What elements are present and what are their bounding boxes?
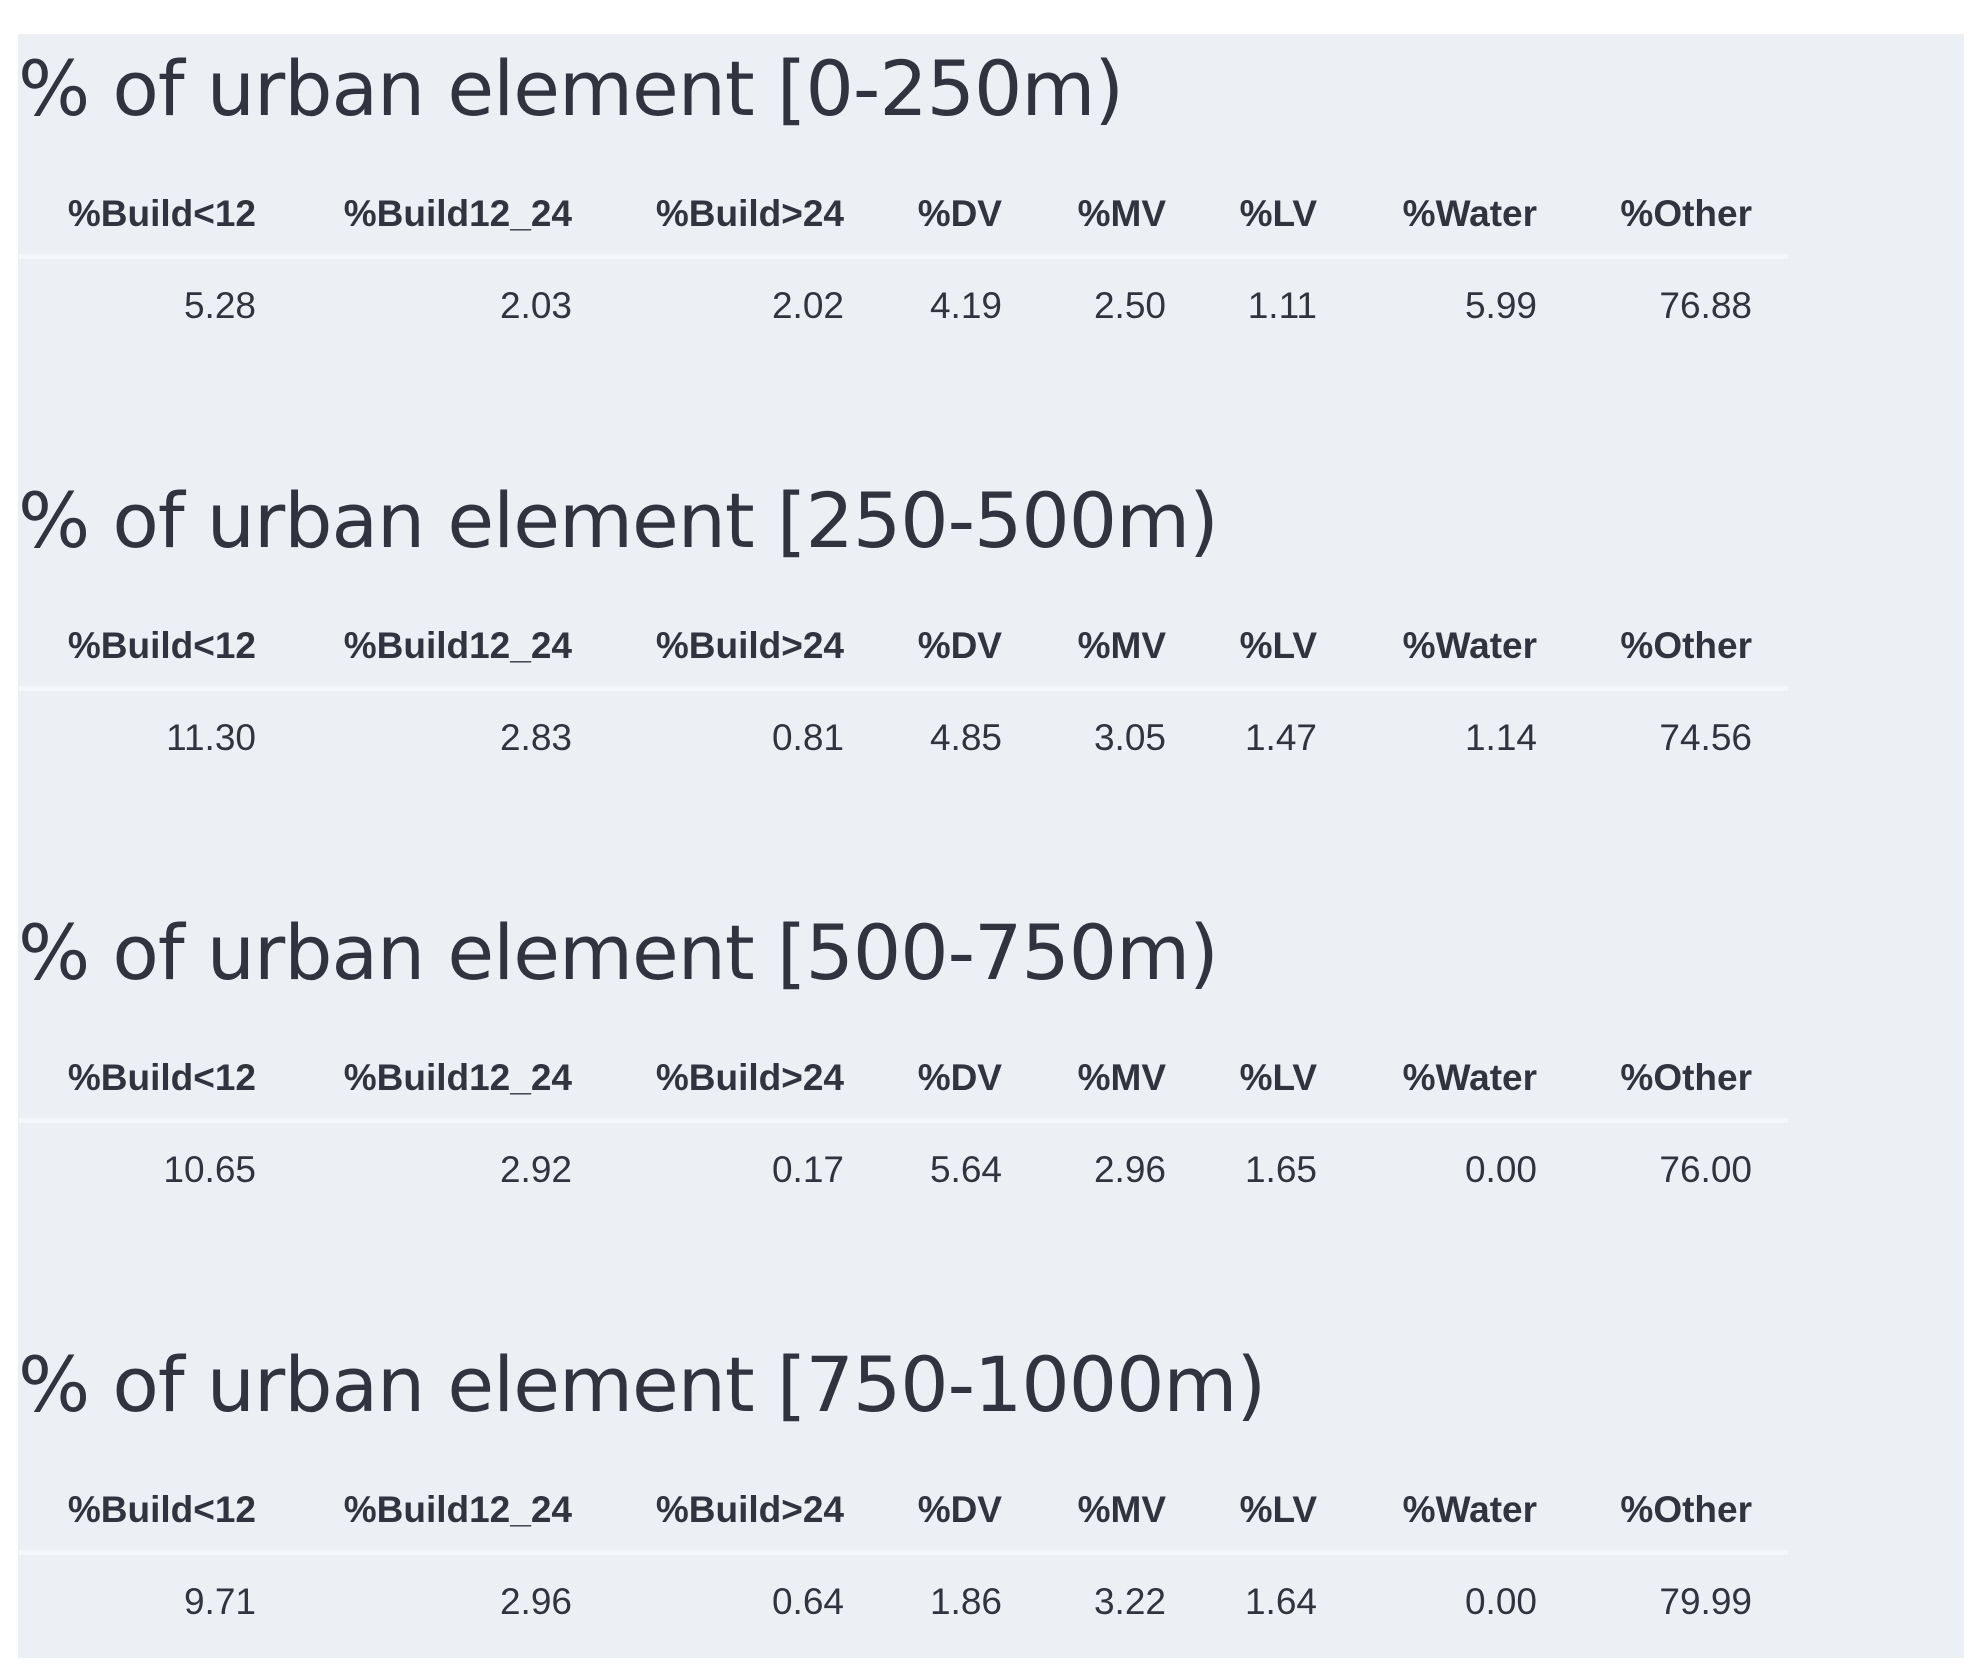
cell-lv: 1.65 — [1244, 1149, 1317, 1190]
col-header-mv[interactable]: %MV — [1038, 606, 1202, 691]
table-row: 10.65 2.92 0.17 5.64 2.96 1.65 0.00 76.0… — [18, 1121, 1788, 1218]
cell-other: 76.88 — [1659, 285, 1752, 326]
col-header-lv[interactable]: %LV — [1202, 174, 1353, 259]
cell-build-gt-24: 0.64 — [771, 1581, 844, 1622]
cell-build-12-24: 2.96 — [499, 1581, 572, 1622]
cell-dv: 4.19 — [929, 285, 1002, 326]
col-header-dv[interactable]: %DV — [880, 174, 1038, 259]
header-row: %Build<12 %Build12_24 %Build>24 %DV %MV … — [18, 606, 1788, 691]
col-header-build-lt-12[interactable]: %Build<12 — [18, 1470, 292, 1555]
cell-other: 76.00 — [1659, 1149, 1752, 1190]
cell-build-lt-12: 9.71 — [183, 1581, 256, 1622]
cell-build-12-24: 2.03 — [499, 285, 572, 326]
col-header-build-gt-24[interactable]: %Build>24 — [608, 606, 880, 691]
cell-build-12-24: 2.92 — [499, 1149, 572, 1190]
col-header-lv[interactable]: %LV — [1202, 606, 1353, 691]
col-header-mv[interactable]: %MV — [1038, 1470, 1202, 1555]
header-row: %Build<12 %Build12_24 %Build>24 %DV %MV … — [18, 1470, 1788, 1555]
cell-lv: 1.11 — [1247, 285, 1317, 326]
cell-lv: 1.47 — [1244, 717, 1317, 758]
col-header-other[interactable]: %Other — [1573, 174, 1788, 259]
cell-build-lt-12: 5.28 — [183, 285, 256, 326]
metrics-table: %Build<12 %Build12_24 %Build>24 %DV %MV … — [18, 1038, 1788, 1217]
cell-dv: 5.64 — [929, 1149, 1002, 1190]
col-header-mv[interactable]: %MV — [1038, 174, 1202, 259]
section-title: % of urban element [500-750m) — [18, 908, 1219, 997]
col-header-water[interactable]: %Water — [1353, 174, 1573, 259]
col-header-mv[interactable]: %MV — [1038, 1038, 1202, 1123]
col-header-build-lt-12[interactable]: %Build<12 — [18, 174, 292, 259]
header-row: %Build<12 %Build12_24 %Build>24 %DV %MV … — [18, 1038, 1788, 1123]
cell-build-gt-24: 2.02 — [771, 285, 844, 326]
section-title: % of urban element [250-500m) — [18, 476, 1219, 565]
col-header-build-lt-12[interactable]: %Build<12 — [18, 606, 292, 691]
col-header-build-gt-24[interactable]: %Build>24 — [608, 1470, 880, 1555]
table-row: 5.28 2.03 2.02 4.19 2.50 1.11 5.99 76.88 — [18, 257, 1788, 354]
col-header-dv[interactable]: %DV — [880, 606, 1038, 691]
cell-build-12-24: 2.83 — [499, 717, 572, 758]
cell-mv: 2.96 — [1093, 1149, 1166, 1190]
cell-lv: 1.64 — [1244, 1581, 1317, 1622]
content-panel: % of urban element [0-250m) %Build<12 %B… — [18, 34, 1964, 1658]
cell-build-gt-24: 0.17 — [771, 1149, 844, 1190]
table-row: 9.71 2.96 0.64 1.86 3.22 1.64 0.00 79.99 — [18, 1553, 1788, 1650]
cell-mv: 3.05 — [1093, 717, 1166, 758]
cell-build-lt-12: 11.30 — [166, 717, 256, 758]
cell-other: 74.56 — [1659, 717, 1752, 758]
col-header-build-12-24[interactable]: %Build12_24 — [292, 606, 608, 691]
cell-dv: 1.86 — [929, 1581, 1002, 1622]
cell-water: 0.00 — [1464, 1581, 1537, 1622]
col-header-lv[interactable]: %LV — [1202, 1470, 1353, 1555]
cell-water: 1.14 — [1464, 717, 1537, 758]
cell-mv: 2.50 — [1093, 285, 1166, 326]
metrics-table: %Build<12 %Build12_24 %Build>24 %DV %MV … — [18, 606, 1788, 785]
col-header-other[interactable]: %Other — [1573, 1038, 1788, 1123]
cell-water: 0.00 — [1464, 1149, 1537, 1190]
col-header-build-gt-24[interactable]: %Build>24 — [608, 174, 880, 259]
col-header-other[interactable]: %Other — [1573, 606, 1788, 691]
col-header-dv[interactable]: %DV — [880, 1038, 1038, 1123]
col-header-water[interactable]: %Water — [1353, 606, 1573, 691]
metrics-table: %Build<12 %Build12_24 %Build>24 %DV %MV … — [18, 1470, 1788, 1649]
col-header-lv[interactable]: %LV — [1202, 1038, 1353, 1123]
col-header-build-12-24[interactable]: %Build12_24 — [292, 1470, 608, 1555]
col-header-build-12-24[interactable]: %Build12_24 — [292, 1038, 608, 1123]
header-row: %Build<12 %Build12_24 %Build>24 %DV %MV … — [18, 174, 1788, 259]
section-title: % of urban element [0-250m) — [18, 44, 1124, 133]
col-header-water[interactable]: %Water — [1353, 1038, 1573, 1123]
col-header-build-gt-24[interactable]: %Build>24 — [608, 1038, 880, 1123]
col-header-dv[interactable]: %DV — [880, 1470, 1038, 1555]
cell-mv: 3.22 — [1093, 1581, 1166, 1622]
cell-other: 79.99 — [1659, 1581, 1752, 1622]
col-header-other[interactable]: %Other — [1573, 1470, 1788, 1555]
cell-dv: 4.85 — [929, 717, 1002, 758]
cell-build-gt-24: 0.81 — [771, 717, 844, 758]
col-header-build-lt-12[interactable]: %Build<12 — [18, 1038, 292, 1123]
metrics-table: %Build<12 %Build12_24 %Build>24 %DV %MV … — [18, 174, 1788, 353]
table-row: 11.30 2.83 0.81 4.85 3.05 1.47 1.14 74.5… — [18, 689, 1788, 786]
section-title: % of urban element [750-1000m) — [18, 1340, 1266, 1429]
cell-water: 5.99 — [1464, 285, 1537, 326]
col-header-water[interactable]: %Water — [1353, 1470, 1573, 1555]
cell-build-lt-12: 10.65 — [163, 1149, 256, 1190]
col-header-build-12-24[interactable]: %Build12_24 — [292, 174, 608, 259]
